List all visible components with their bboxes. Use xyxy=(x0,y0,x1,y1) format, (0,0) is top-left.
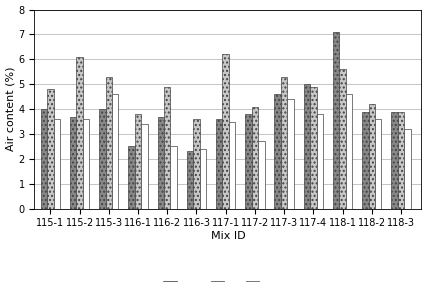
Bar xyxy=(76,57,83,209)
Bar xyxy=(287,99,293,209)
X-axis label: Mix ID: Mix ID xyxy=(210,231,245,241)
Bar xyxy=(70,116,76,209)
Bar xyxy=(332,32,339,209)
Bar xyxy=(216,119,222,209)
Bar xyxy=(257,142,264,209)
Bar xyxy=(251,107,257,209)
Bar xyxy=(309,87,316,209)
Bar xyxy=(368,104,374,209)
Bar xyxy=(339,69,345,209)
Bar xyxy=(361,112,368,209)
Bar xyxy=(193,119,199,209)
Bar xyxy=(199,149,206,209)
Bar xyxy=(345,94,351,209)
Bar xyxy=(128,146,135,209)
Bar xyxy=(54,119,60,209)
Bar xyxy=(47,89,54,209)
Bar xyxy=(164,87,170,209)
Bar xyxy=(170,146,176,209)
Bar xyxy=(316,114,322,209)
Bar xyxy=(228,122,235,209)
Bar xyxy=(397,112,403,209)
Bar xyxy=(245,114,251,209)
Bar xyxy=(222,54,228,209)
Bar xyxy=(105,77,112,209)
Bar xyxy=(40,109,47,209)
Bar xyxy=(403,129,410,209)
Bar xyxy=(157,116,164,209)
Bar xyxy=(274,94,280,209)
Bar xyxy=(303,84,309,209)
Y-axis label: Air content (%): Air content (%) xyxy=(6,67,15,151)
Bar xyxy=(112,94,118,209)
Bar xyxy=(374,119,380,209)
Bar xyxy=(280,77,287,209)
Bar xyxy=(135,114,141,209)
Bar xyxy=(83,119,89,209)
Bar xyxy=(187,151,193,209)
Bar xyxy=(99,109,105,209)
Bar xyxy=(391,112,397,209)
Bar xyxy=(141,124,147,209)
Legend: MPC, LT, C231: MPC, LT, C231 xyxy=(160,278,295,282)
